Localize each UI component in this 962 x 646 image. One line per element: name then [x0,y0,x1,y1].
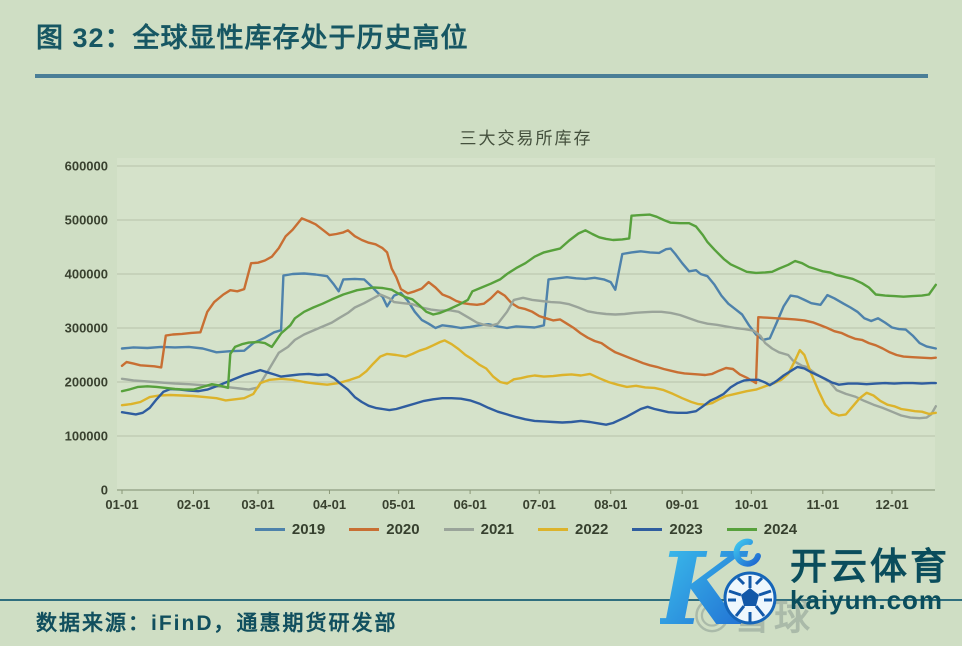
x-tick-label: 09-01 [666,497,699,512]
legend-item-2023: 2023 [632,521,703,538]
chart-title: 三大交易所库存 [459,129,593,148]
x-tick-label: 01-01 [105,497,138,512]
x-tick-label: 06-01 [453,497,486,512]
legend-swatch-2021 [443,528,474,531]
legend-label: 2019 [291,521,326,538]
x-tick-label: 02-01 [177,497,210,512]
legend-label: 2023 [669,521,703,538]
legend-swatch-2024 [726,528,757,531]
x-tick-label: 04-01 [313,497,346,512]
x-tick-label: 05-01 [382,497,415,512]
chart-legend: 2019 2020 2021 2022 2023 2024 [117,521,935,538]
x-tick-label: 12-01 [875,497,908,512]
y-tick-label: 400000 [65,267,108,282]
legend-swatch-2022 [538,528,568,531]
series-line-2022 [120,339,937,417]
y-tick-label: 500000 [65,213,108,228]
title-divider [35,74,928,78]
soccer-ball-icon [723,571,777,625]
figure-title: 图 32：全球显性库存处于历史高位 [36,23,469,53]
x-tick-label: 03-01 [241,497,274,512]
y-tick-label: 300000 [65,321,108,336]
data-source-note: 数据来源：iFinD，通惠期货研发部 [36,612,398,635]
legend-swatch-2023 [632,528,663,531]
x-tick-label: 10-01 [735,497,768,512]
footer-divider [0,599,962,601]
y-tick-label: 100000 [65,429,108,444]
legend-label: 2021 [480,521,514,538]
legend-item-2021: 2021 [443,521,514,538]
series-line-2023 [120,365,937,426]
kaiyun-logo-graphic: K [660,536,777,646]
legend-swatch-2020 [349,528,380,531]
legend-label: 2022 [575,521,609,538]
legend-item-2020: 2020 [349,521,420,538]
brand-name-cn: 开云体育 [790,546,950,587]
brand-url: kaiyun.com [790,585,944,615]
legend-item-2022: 2022 [538,521,608,538]
x-tick-label: 07-01 [523,497,556,512]
legend-label: 2024 [763,521,798,538]
y-tick-label: 600000 [65,159,108,174]
inventory-line-chart: 0 100000 200000 300000 400000 500000 600000 01-… [65,158,937,512]
x-tick-label: 08-01 [594,497,627,512]
kaiyun-watermark: K 开云体育 kaiyun.com [660,536,960,646]
legend-item-2019: 2019 [254,521,326,538]
legend-swatch-2019 [254,528,285,531]
y-tick-label: 0 [101,483,108,498]
series-line-2019 [120,247,937,354]
plot-area [117,158,935,490]
y-tick-label: 200000 [65,375,108,390]
legend-label: 2020 [386,521,420,538]
legend-item-2024: 2024 [726,521,798,538]
series-line-2020 [120,217,937,385]
x-tick-label: 11-01 [807,497,840,512]
series-line-2024 [120,213,937,393]
